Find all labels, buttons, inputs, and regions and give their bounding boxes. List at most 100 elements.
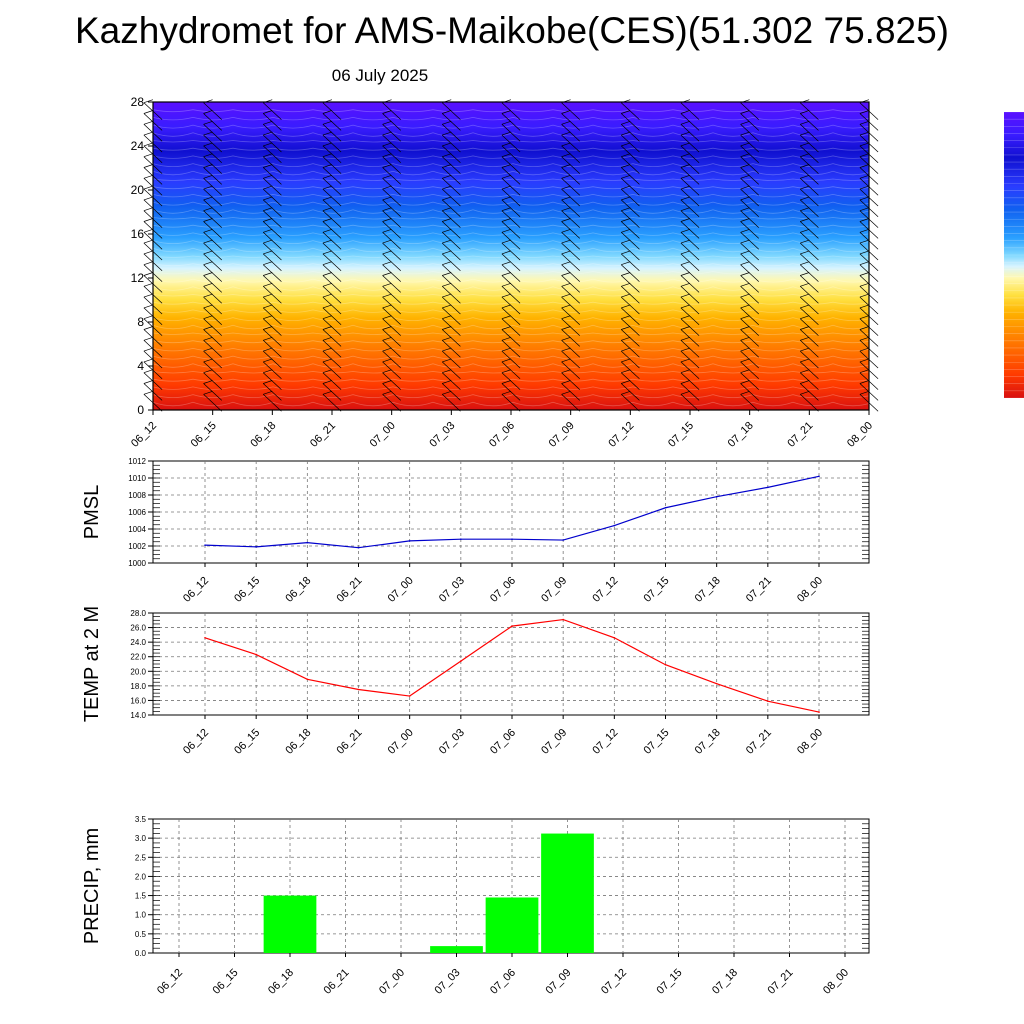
wind-barb-flag <box>621 390 631 395</box>
wind-barb-flag <box>442 261 452 266</box>
wind-barb <box>501 253 521 272</box>
wind-barb <box>322 113 342 131</box>
wind-barb <box>680 296 700 315</box>
x-tick-label: 07_18 <box>693 727 723 757</box>
x-tick-label: 07_12 <box>599 967 629 997</box>
wind-barb <box>382 199 402 218</box>
wind-barb-flag <box>680 174 691 179</box>
wind-barb-flag <box>621 218 631 222</box>
wind-barb <box>262 102 282 120</box>
wind-barb <box>620 188 640 207</box>
wind-barb-flag <box>322 218 333 222</box>
wind-barb-flag <box>859 282 870 287</box>
wind-barb-flag <box>203 304 213 309</box>
wind-barb <box>322 102 342 120</box>
wind-barb <box>680 124 700 142</box>
wind-barb <box>799 329 819 347</box>
wind-barb <box>680 167 700 185</box>
contour-line <box>152 224 874 228</box>
wind-barb <box>203 340 223 358</box>
wind-barb-flag <box>322 358 333 363</box>
wind-barb <box>799 307 819 326</box>
x-tick-label: 07_00 <box>386 727 416 757</box>
wind-barb <box>203 134 223 153</box>
wind-barb <box>262 275 282 293</box>
wind-barb-flag <box>859 390 870 395</box>
wind-barb <box>262 340 282 358</box>
data-point <box>818 475 820 478</box>
wind-barb <box>561 286 581 304</box>
wind-barb <box>620 199 640 218</box>
wind-barb-flag <box>859 261 870 266</box>
contour-line <box>152 278 874 283</box>
wind-barb-flag <box>501 131 512 136</box>
wind-barb <box>501 242 521 261</box>
wind-barb <box>799 134 819 153</box>
wind-barb <box>441 275 461 293</box>
wind-barb-flag <box>740 369 750 374</box>
wind-barb-flag <box>740 326 750 330</box>
wind-barb-flag <box>800 185 810 190</box>
wind-barb <box>441 394 461 412</box>
wind-barb-flag <box>561 131 571 136</box>
wind-barb <box>441 124 461 142</box>
wind-barb <box>620 383 640 401</box>
wind-barb-flag <box>501 164 512 168</box>
wind-barb <box>203 102 223 120</box>
wind-barb <box>203 188 223 207</box>
wind-barb <box>322 340 342 358</box>
contour-line <box>152 147 874 151</box>
wind-barb <box>740 199 760 218</box>
wind-barb-flag <box>859 272 870 276</box>
wind-barb <box>501 329 521 347</box>
wind-barb <box>620 178 640 196</box>
wind-barb-flag <box>501 390 512 395</box>
wind-barb-flag <box>621 250 631 255</box>
wind-barb <box>322 221 342 239</box>
x-tick-label: 08_00 <box>845 420 875 450</box>
wind-barb <box>740 372 760 390</box>
wind-barb <box>262 296 282 315</box>
wind-barb-flag <box>263 174 273 179</box>
wind-barb <box>561 372 581 390</box>
x-tick-label: 07_03 <box>437 727 467 757</box>
x-tick-label: 06_21 <box>322 967 352 997</box>
wind-barb-flag <box>561 174 571 179</box>
wind-barb-flag <box>561 304 571 309</box>
wind-barb <box>501 124 521 142</box>
data-point <box>460 538 462 540</box>
x-tick-label: 06_15 <box>211 967 241 997</box>
y-tick-label: 12 <box>131 271 145 285</box>
wind-barb-flag <box>800 153 810 158</box>
data-point <box>204 544 206 546</box>
y-tick-label: 1000 <box>128 559 146 568</box>
wind-barb-flag <box>621 347 631 352</box>
wind-barb-flag <box>501 239 512 244</box>
wind-barb <box>382 188 402 207</box>
wind-barb <box>382 275 402 293</box>
cross-section-panel: 0 4 8 12 16 20 24 28 06_12 06_15 06_18 06_21 07_00 07… <box>129 95 879 450</box>
data-point <box>818 711 820 713</box>
wind-barb-flag <box>680 304 691 309</box>
wind-barb <box>441 340 461 358</box>
wind-barb <box>680 210 700 228</box>
wind-barb-flag <box>800 250 810 255</box>
wind-barb-flag <box>859 250 870 255</box>
wind-barb-flag <box>680 347 691 352</box>
x-tick-label: 07_21 <box>744 575 774 605</box>
wind-barb <box>680 329 700 347</box>
wind-barb-flag <box>263 239 273 244</box>
wind-barb <box>441 113 461 131</box>
wind-barb-flag <box>322 250 333 255</box>
x-tick-label: 07_15 <box>642 727 672 757</box>
wind-barb <box>680 199 700 218</box>
wind-barb-flag <box>680 207 691 212</box>
x-tick-label: 07_06 <box>488 727 518 757</box>
x-tick-label: 07_03 <box>437 575 467 605</box>
y-tick-label: 1004 <box>128 525 146 534</box>
wind-barb <box>680 286 700 304</box>
wind-barb <box>382 242 402 261</box>
wind-barb-flag <box>263 261 273 266</box>
wind-barb-flag <box>859 207 870 212</box>
wind-barb-flag <box>322 142 333 147</box>
